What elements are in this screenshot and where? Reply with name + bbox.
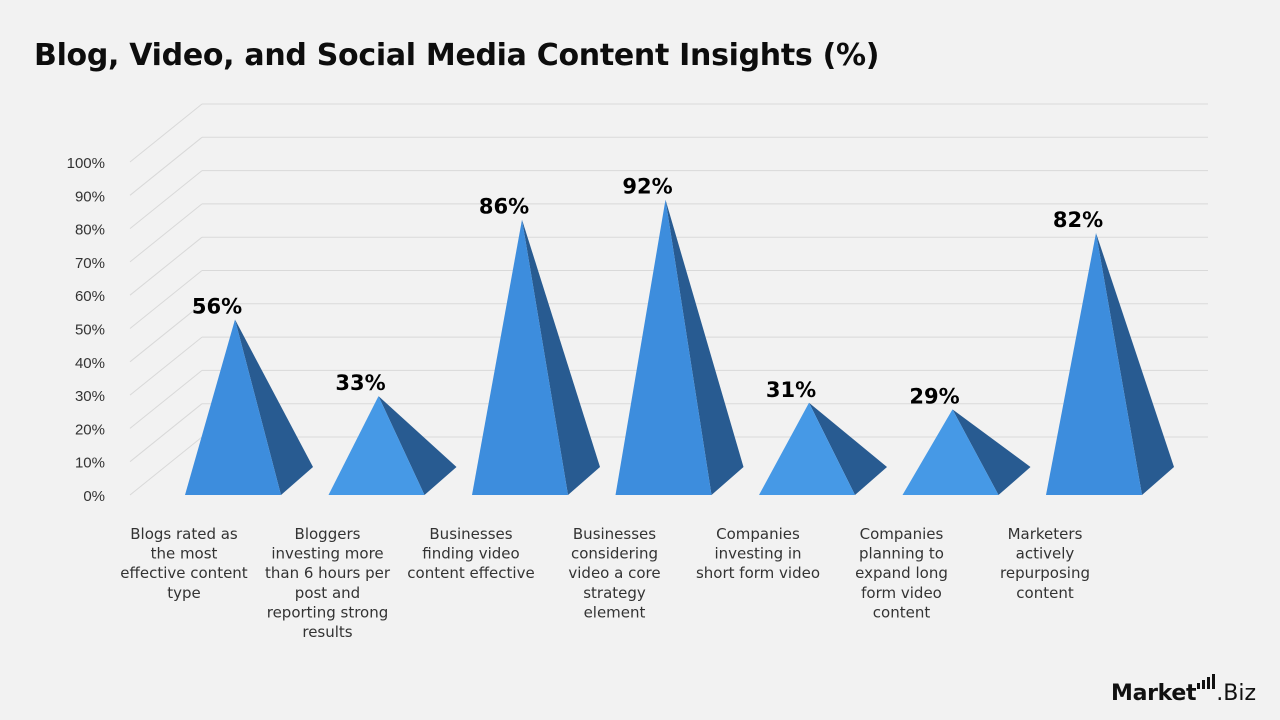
gridline-diagonal [129, 303, 203, 363]
pyramid-front-face [185, 319, 281, 495]
pyramid-front-face [328, 396, 425, 495]
gridline-diagonal [129, 103, 203, 163]
pyramid [759, 402, 887, 495]
category-label: Marketers actively repurposing content [1000, 525, 1090, 602]
category-label: Bloggers investing more than 6 hours per po… [265, 525, 391, 641]
pyramid-front-face [759, 402, 855, 495]
pyramid [615, 199, 744, 495]
pyramid-front-face [472, 219, 568, 495]
pyramid-side-face [1096, 232, 1174, 495]
y-tick-label: 0% [83, 488, 105, 505]
category-label: Businesses considering video a core strateg… [568, 525, 660, 621]
pyramid-side-face [378, 396, 457, 495]
pyramid-front-face [1046, 232, 1142, 495]
data-label: 92% [622, 175, 672, 199]
y-tick-label: 80% [75, 222, 105, 239]
pyramid-side-face [522, 219, 600, 495]
gridline-diagonal [129, 170, 203, 229]
gridline-diagonal [129, 236, 203, 296]
pyramid-front-face [615, 199, 712, 495]
pyramid-side-face [809, 402, 887, 495]
pyramid-side-face [235, 319, 313, 495]
y-tick-label: 10% [75, 455, 105, 472]
data-label: 56% [192, 295, 242, 319]
y-tick-label: 30% [75, 388, 105, 405]
logo-bars-icon [1197, 674, 1216, 689]
gridline-diagonal [129, 436, 203, 496]
y-tick-label: 70% [75, 255, 105, 272]
pyramid [1046, 232, 1174, 495]
pyramid [185, 319, 313, 495]
marketbiz-logo: Market .Biz [1111, 674, 1256, 706]
category-label: Companies planning to expand long form vide… [855, 525, 948, 621]
pyramid [472, 219, 600, 495]
pyramid-front-face [902, 409, 999, 495]
pyramid-side-face [665, 199, 744, 495]
y-tick-label: 20% [75, 421, 105, 438]
chart-title: Blog, Video, and Social Media Content In… [34, 38, 880, 73]
gridline-diagonal [129, 403, 203, 463]
logo-suffix: .Biz [1216, 681, 1256, 706]
y-tick-label: 90% [75, 188, 105, 205]
gridline-diagonal [129, 136, 203, 196]
gridline-diagonal [129, 370, 203, 429]
gridline-diagonal [129, 270, 203, 329]
data-label: 33% [335, 371, 385, 395]
data-label: 82% [1053, 208, 1103, 232]
category-label: Businesses finding video content effective [407, 525, 534, 582]
category-label: Companies investing in short form video [696, 525, 820, 582]
category-label: Blogs rated as the most effective content t… [120, 525, 248, 602]
pyramid [902, 409, 1031, 495]
y-axis-ticks: 0% 10% 20% 30% 40% 50% 60% 70% 80% 90% 100% [67, 155, 105, 505]
y-tick-label: 60% [75, 288, 105, 305]
data-label: 31% [766, 378, 816, 402]
gridline-diagonal [129, 336, 203, 396]
pyramids [185, 199, 1174, 495]
pyramid [328, 396, 457, 495]
y-tick-label: 50% [75, 322, 105, 339]
y-tick-label: 40% [75, 355, 105, 372]
gridline-diagonal [129, 203, 203, 263]
y-tick-label: 100% [67, 155, 105, 172]
logo-brand: Market [1110, 681, 1197, 706]
data-labels: 56% 33% 86% 92% 31% 29% 82% [192, 175, 1103, 409]
pyramid-side-face [952, 409, 1031, 495]
data-label: 29% [909, 384, 959, 408]
data-label: 86% [479, 195, 529, 219]
category-labels: Blogs rated as the most effective content t… [120, 525, 1090, 641]
